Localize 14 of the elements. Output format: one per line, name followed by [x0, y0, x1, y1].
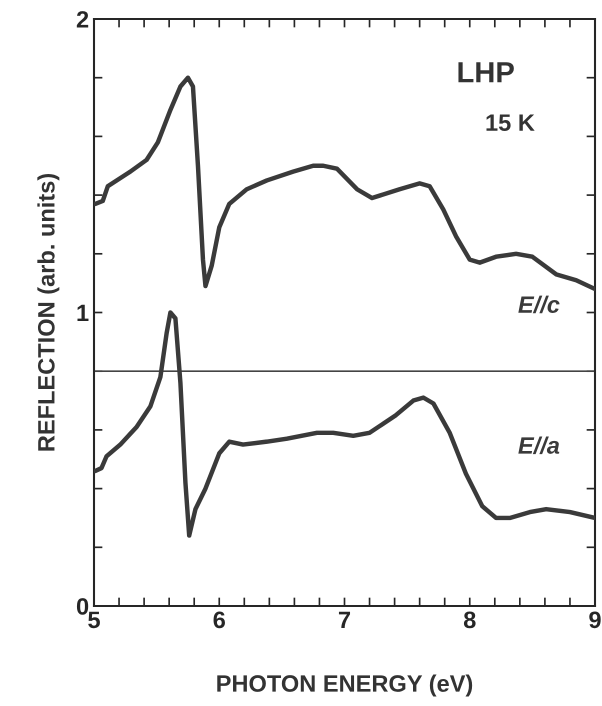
- series-label: E//c: [518, 296, 560, 314]
- y-tick-label: 2: [76, 11, 88, 28]
- x-tick-label: 9: [589, 611, 601, 628]
- x-axis-title: PHOTON ENERGY (eV): [217, 674, 472, 697]
- x-tick-label: 5: [88, 612, 100, 628]
- y-axis-title: REFLECTION (arb. units): [37, 174, 60, 451]
- y-tick-label: 1: [77, 304, 88, 322]
- x-tick-label: 6: [214, 611, 225, 628]
- annotation: 15 K: [486, 114, 535, 131]
- y-tick-label: 0: [76, 598, 88, 615]
- text: E//a: [518, 436, 560, 454]
- x-tick-label: 8: [464, 611, 476, 628]
- annotation: LHP: [458, 62, 514, 82]
- x-tick-label: 7: [338, 612, 350, 628]
